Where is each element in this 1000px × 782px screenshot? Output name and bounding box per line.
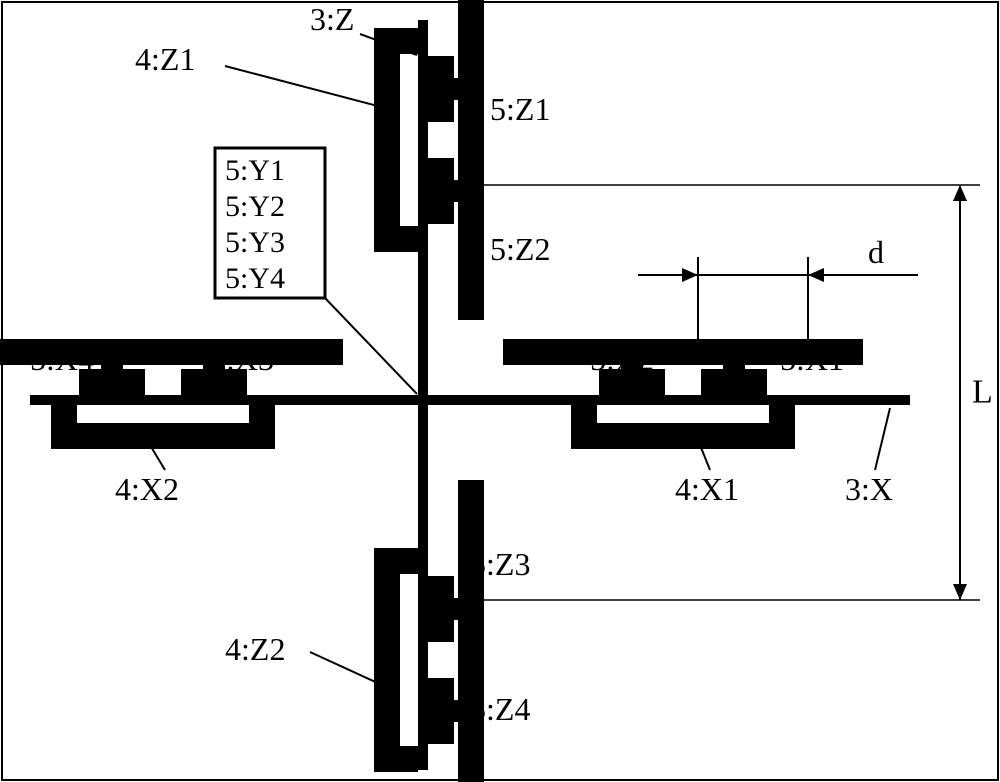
label-4z1: 4:Z1 (135, 41, 195, 77)
diagram: d L 5:Y15:Y25:Y35:Y4 3:Z 4:Z1 5:Z1 5:Z2 5:Z3 5:Z… (0, 0, 1000, 782)
label-5z3: 5:Z3 (470, 546, 530, 582)
label-d: d (868, 234, 884, 270)
y-box-line: 5:Y1 (225, 154, 285, 187)
label-5z1: 5:Z1 (490, 91, 550, 127)
label-5z2: 5:Z2 (490, 231, 550, 267)
axis-x (30, 395, 910, 405)
label-5x2: 5:X2 (590, 341, 654, 377)
label-4z2: 4:Z2 (225, 631, 285, 667)
label-L: L (972, 374, 993, 411)
center-node (416, 393, 430, 407)
label-3x: 3:X (845, 471, 893, 507)
label-4x2: 4:X2 (115, 471, 179, 507)
label-5z4: 5:Z4 (470, 691, 530, 727)
label-4x1: 4:X1 (675, 471, 739, 507)
label-3z: 3:Z (310, 1, 354, 37)
y-box-line: 5:Y3 (225, 226, 285, 259)
label-5x1: 5:X1 (780, 341, 844, 377)
label-5x3: 5:X3 (210, 341, 274, 377)
label-5x4: 5:X4 (30, 341, 94, 377)
y-box-line: 5:Y4 (225, 262, 285, 295)
y-box-line: 5:Y2 (225, 190, 285, 223)
